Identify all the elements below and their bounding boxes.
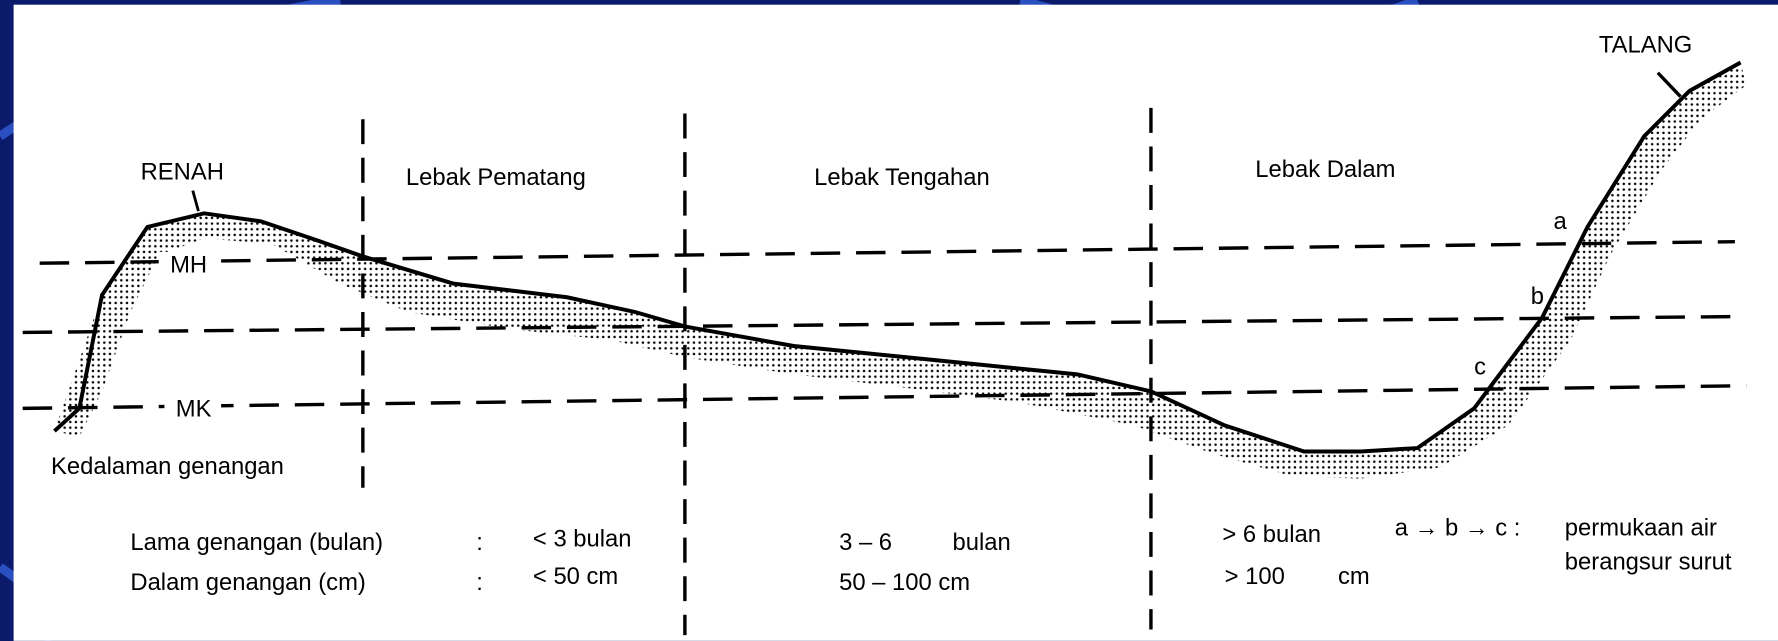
page: RENAH Lebak Pematang Lebak Tengahan Leba… bbox=[0, 0, 1778, 641]
cell: > 6 bulan bbox=[1222, 521, 1321, 548]
level-label: MH bbox=[170, 251, 207, 278]
level-label: a bbox=[1553, 208, 1567, 235]
colon: : bbox=[476, 529, 483, 556]
zone-label: TALANG bbox=[1599, 31, 1692, 58]
cell: bulan bbox=[953, 529, 1011, 556]
zone-label: Lebak Tengahan bbox=[814, 164, 990, 191]
diagram: RENAH Lebak Pematang Lebak Tengahan Leba… bbox=[0, 0, 1778, 641]
note: berangsur surut bbox=[1565, 548, 1732, 575]
cell: < 3 bulan bbox=[533, 526, 632, 553]
level-label: MK bbox=[176, 395, 212, 422]
zone-label: RENAH bbox=[141, 158, 224, 185]
zone-label: Lebak Pematang bbox=[406, 164, 586, 191]
cell: > 100 bbox=[1225, 563, 1285, 590]
cell: cm bbox=[1338, 563, 1370, 590]
depth-label: Kedalaman genangan bbox=[51, 453, 284, 480]
row-label: Dalam genangan (cm) bbox=[130, 569, 365, 596]
cell: < 50 cm bbox=[533, 563, 618, 590]
zone-label: Lebak Dalam bbox=[1255, 156, 1395, 183]
cell: 3 – 6 bbox=[839, 529, 892, 556]
row-label: Lama genangan (bulan) bbox=[130, 529, 383, 556]
level-label: c bbox=[1474, 353, 1486, 380]
colon: : bbox=[476, 569, 483, 596]
level-label: b bbox=[1531, 283, 1544, 310]
note: a → b → c : bbox=[1395, 514, 1521, 541]
cell: 50 – 100 cm bbox=[839, 569, 970, 596]
note: permukaan air bbox=[1565, 514, 1717, 541]
